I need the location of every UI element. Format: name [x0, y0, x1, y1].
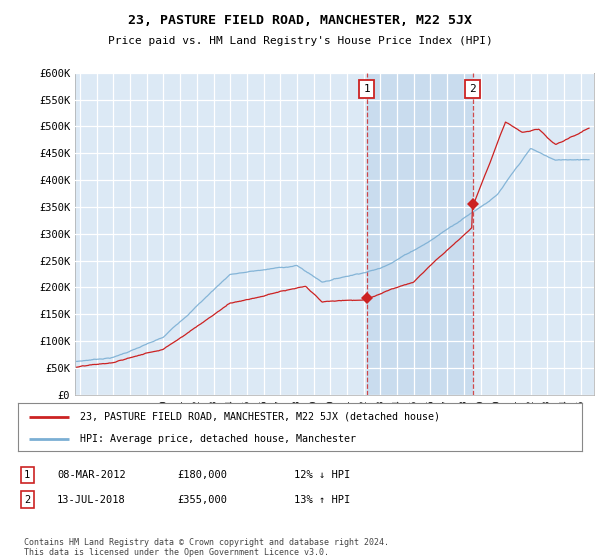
Text: 1: 1 [364, 84, 370, 94]
Text: 2: 2 [24, 494, 30, 505]
Text: 08-MAR-2012: 08-MAR-2012 [57, 470, 126, 480]
Bar [367, 73, 473, 395]
Text: £355,000: £355,000 [177, 494, 227, 505]
Text: 2: 2 [469, 84, 476, 94]
Text: 23, PASTURE FIELD ROAD, MANCHESTER, M22 5JX: 23, PASTURE FIELD ROAD, MANCHESTER, M22 … [128, 14, 472, 27]
Text: 13-JUL-2018: 13-JUL-2018 [57, 494, 126, 505]
Text: 1: 1 [24, 470, 30, 480]
Text: Price paid vs. HM Land Registry's House Price Index (HPI): Price paid vs. HM Land Registry's House … [107, 36, 493, 46]
Text: 13% ↑ HPI: 13% ↑ HPI [294, 494, 350, 505]
Text: £180,000: £180,000 [177, 470, 227, 480]
Text: Contains HM Land Registry data © Crown copyright and database right 2024.
This d: Contains HM Land Registry data © Crown c… [24, 538, 389, 557]
Text: 12% ↓ HPI: 12% ↓ HPI [294, 470, 350, 480]
Text: HPI: Average price, detached house, Manchester: HPI: Average price, detached house, Manc… [80, 434, 356, 444]
Text: 23, PASTURE FIELD ROAD, MANCHESTER, M22 5JX (detached house): 23, PASTURE FIELD ROAD, MANCHESTER, M22 … [80, 412, 440, 422]
